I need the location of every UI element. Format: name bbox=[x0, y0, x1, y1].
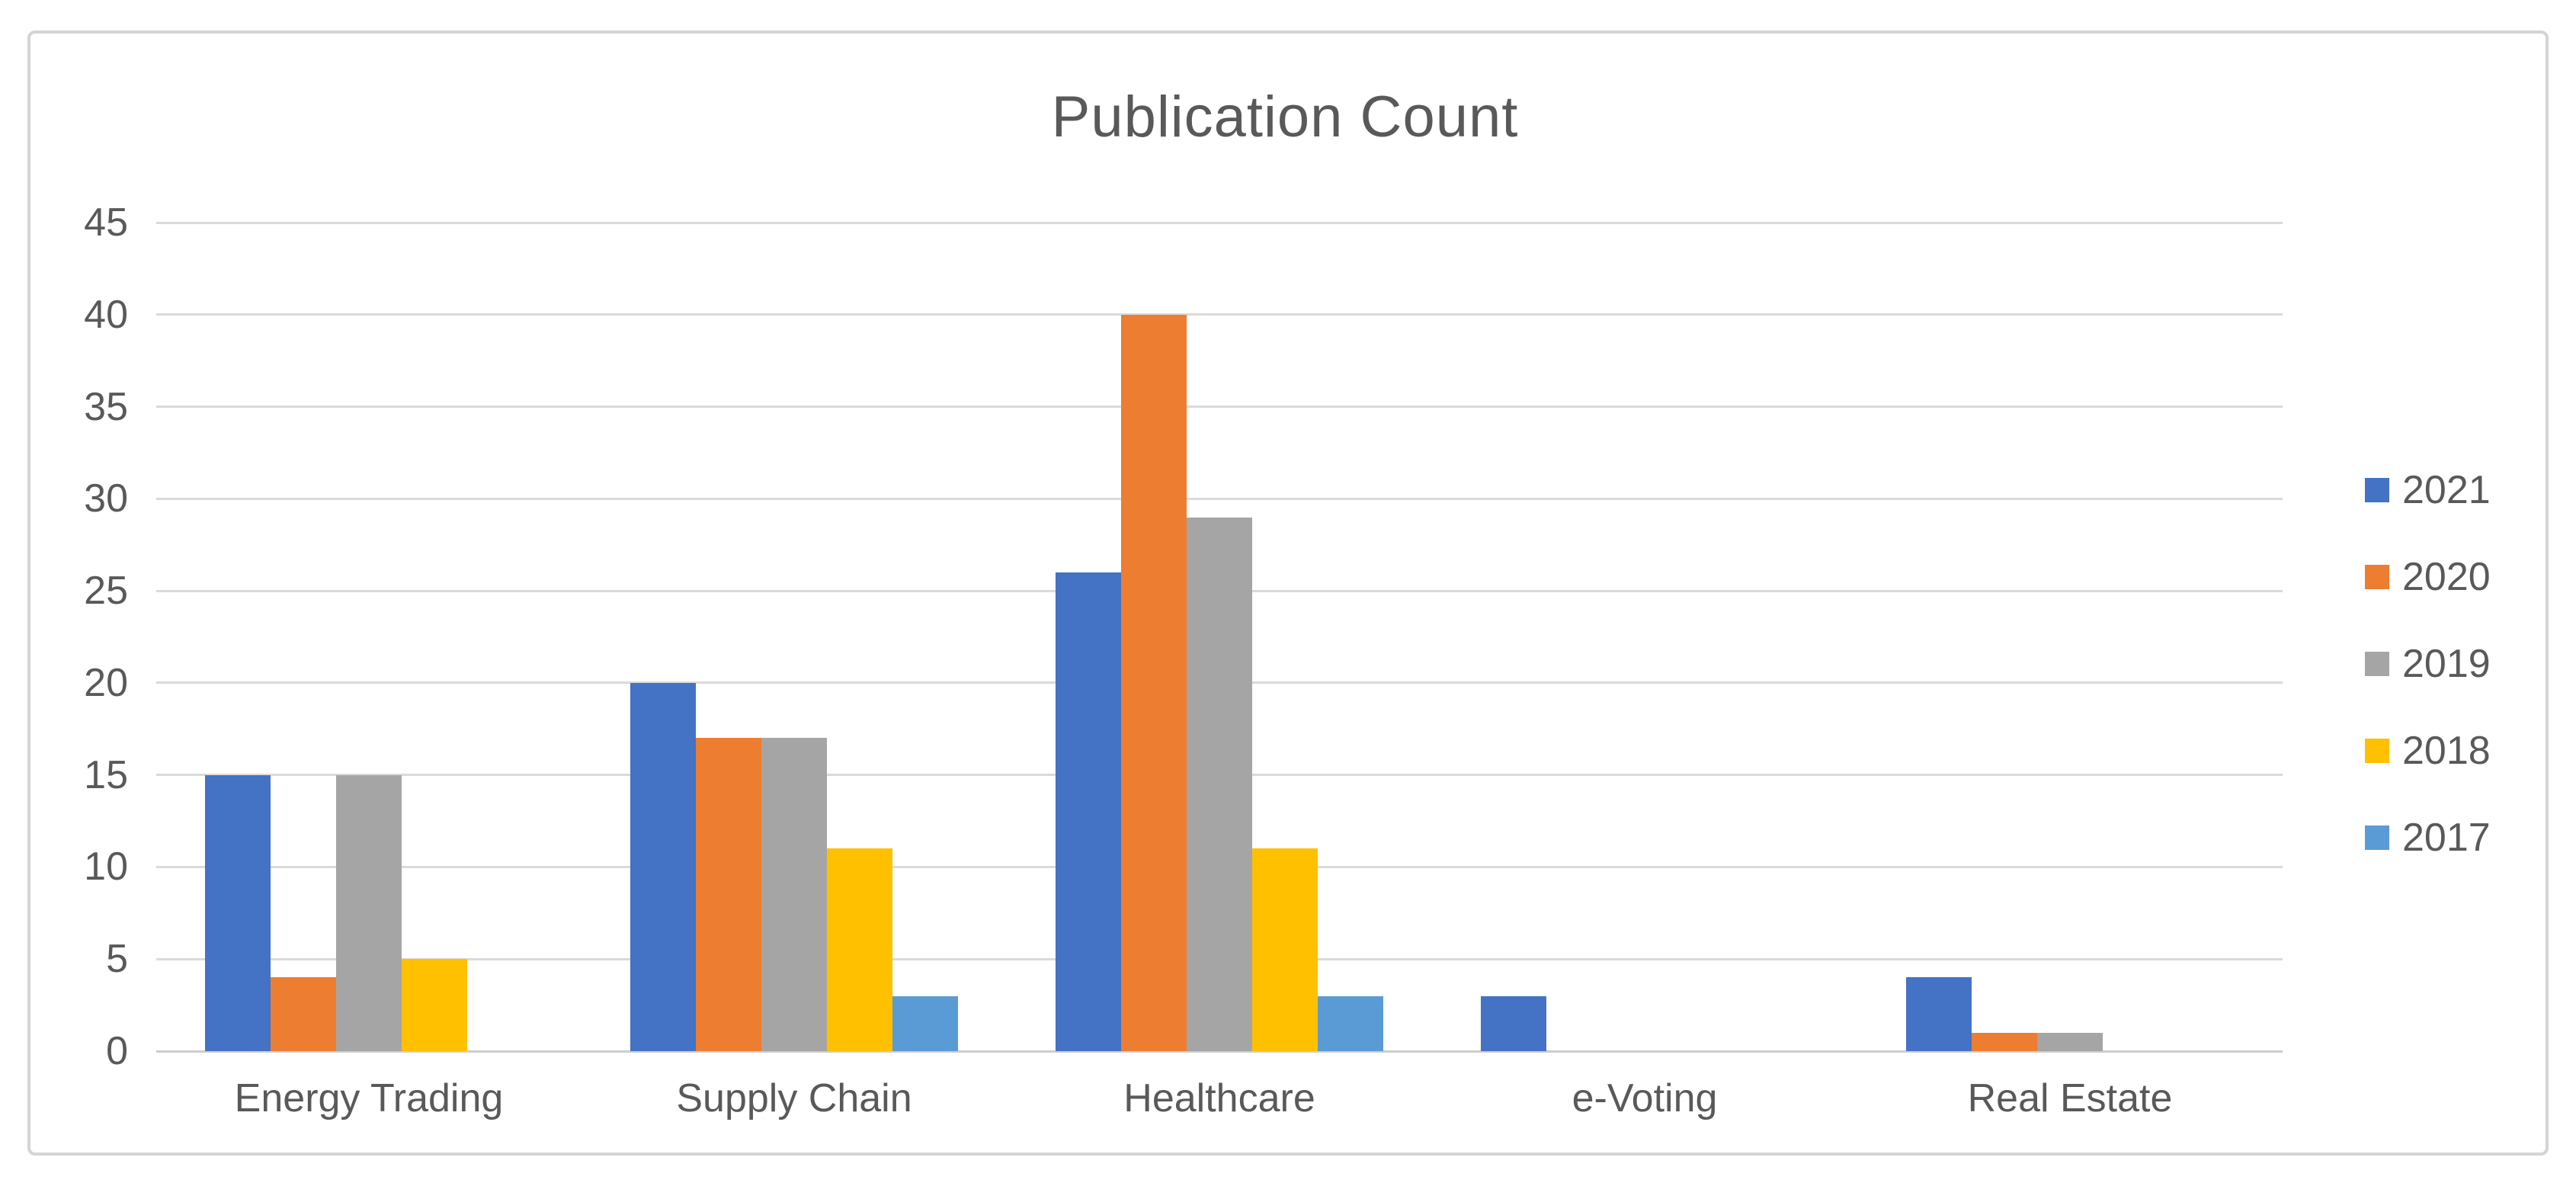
legend-label-2020: 2020 bbox=[2402, 555, 2491, 599]
gridline-45 bbox=[156, 221, 2283, 224]
bar-healthcare-2019 bbox=[1187, 517, 1252, 1051]
bar-real-estate-2019 bbox=[2037, 1032, 2103, 1051]
bar-healthcare-2018 bbox=[1252, 848, 1318, 1051]
y-tick-label-40: 40 bbox=[84, 292, 128, 337]
y-tick-label-35: 35 bbox=[84, 384, 128, 429]
bar-supply-chain-2018 bbox=[827, 848, 892, 1051]
legend-swatch-2021 bbox=[2365, 478, 2389, 502]
bar-healthcare-2021 bbox=[1056, 572, 1121, 1051]
bar-energy-trading-2019 bbox=[336, 774, 402, 1051]
category-label-energy-trading: Energy Trading bbox=[234, 1076, 504, 1120]
gridline-40 bbox=[156, 313, 2283, 316]
bar-real-estate-2020 bbox=[1972, 1032, 2037, 1051]
legend-swatch-2017 bbox=[2365, 826, 2389, 850]
legend-swatch-2019 bbox=[2365, 652, 2389, 676]
y-tick-label-20: 20 bbox=[84, 660, 128, 705]
category-label-healthcare: Healthcare bbox=[1123, 1076, 1315, 1120]
legend-item-2018: 2018 bbox=[2365, 729, 2491, 773]
y-tick-label-45: 45 bbox=[84, 200, 128, 245]
bar-healthcare-2020 bbox=[1121, 314, 1187, 1051]
bar-energy-trading-2021 bbox=[205, 774, 271, 1051]
legend-item-2020: 2020 bbox=[2365, 555, 2491, 599]
bar-real-estate-2021 bbox=[1906, 977, 1972, 1051]
category-label-real-estate: Real Estate bbox=[1967, 1076, 2173, 1120]
legend-swatch-2018 bbox=[2365, 739, 2389, 763]
legend-item-2019: 2019 bbox=[2365, 642, 2491, 686]
legend-item-2021: 2021 bbox=[2365, 468, 2491, 512]
category-label-supply-chain: Supply Chain bbox=[676, 1076, 912, 1120]
y-tick-label-0: 0 bbox=[106, 1029, 128, 1073]
x-axis-line bbox=[156, 1050, 2283, 1053]
legend-label-2021: 2021 bbox=[2402, 468, 2491, 512]
legend-swatch-2020 bbox=[2365, 565, 2389, 589]
legend-label-2019: 2019 bbox=[2402, 642, 2491, 686]
bar-supply-chain-2020 bbox=[696, 738, 761, 1051]
legend-label-2018: 2018 bbox=[2402, 729, 2491, 773]
plot-area bbox=[156, 221, 2283, 1053]
legend-label-2017: 2017 bbox=[2402, 816, 2491, 860]
legend-item-2017: 2017 bbox=[2365, 816, 2491, 860]
y-tick-label-30: 30 bbox=[84, 476, 128, 521]
gridline-35 bbox=[156, 406, 2283, 409]
bar-supply-chain-2019 bbox=[761, 738, 827, 1051]
bar-energy-trading-2018 bbox=[402, 959, 467, 1051]
y-tick-label-5: 5 bbox=[106, 937, 128, 982]
bar-supply-chain-2021 bbox=[630, 682, 696, 1051]
gridline-30 bbox=[156, 497, 2283, 500]
legend: 2021 2020 2019 2018 2017 bbox=[2365, 468, 2491, 860]
bar-supply-chain-2017 bbox=[892, 995, 958, 1051]
y-tick-label-15: 15 bbox=[84, 752, 128, 797]
chart-title: Publication Count bbox=[1051, 85, 1519, 149]
y-tick-label-25: 25 bbox=[84, 569, 128, 614]
y-tick-label-10: 10 bbox=[84, 845, 128, 890]
bar-e-voting-2021 bbox=[1481, 995, 1546, 1051]
bar-healthcare-2017 bbox=[1318, 995, 1383, 1051]
bar-energy-trading-2020 bbox=[271, 977, 336, 1051]
category-label-e-voting: e-Voting bbox=[1572, 1076, 1718, 1120]
